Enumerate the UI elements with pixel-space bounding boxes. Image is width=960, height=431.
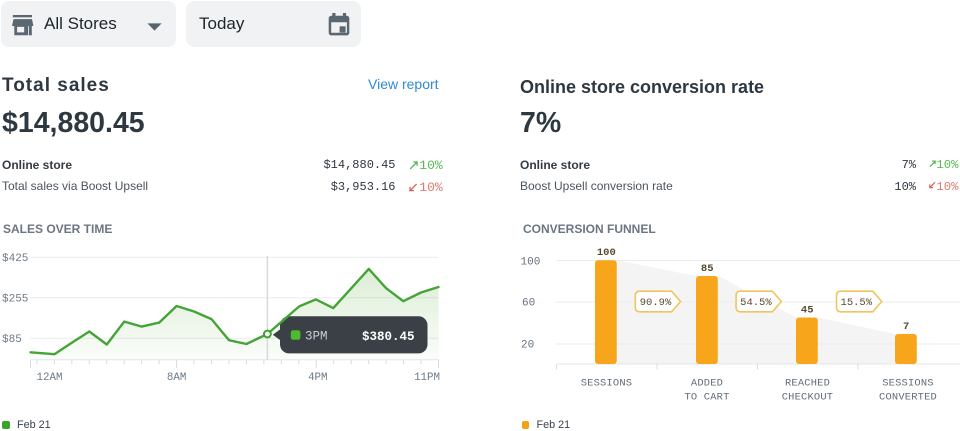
svg-text:$85: $85 [2,334,22,346]
svg-text:12AM: 12AM [37,372,63,384]
svg-text:SESSIONS: SESSIONS [581,378,632,390]
svg-text:CHECKOUT: CHECKOUT [782,392,833,404]
svg-text:85: 85 [701,263,714,275]
svg-text:11PM: 11PM [414,372,440,384]
svg-text:7: 7 [903,321,909,333]
svg-text:$255: $255 [2,294,28,306]
svg-text:54.5%: 54.5% [740,297,772,309]
svg-text:TO CART: TO CART [684,392,729,404]
svg-text:ADDED: ADDED [691,378,723,390]
svg-text:60: 60 [522,298,535,310]
svg-text:SESSIONS: SESSIONS [882,378,933,390]
svg-text:REACHED: REACHED [785,378,830,390]
svg-text:90.9%: 90.9% [640,297,672,309]
svg-text:8AM: 8AM [167,372,186,384]
svg-text:$425: $425 [2,253,28,265]
svg-text:100: 100 [521,256,541,268]
svg-text:45: 45 [801,305,814,317]
svg-text:100: 100 [597,247,616,259]
svg-text:$380.45: $380.45 [362,330,415,344]
svg-text:CONVERTED: CONVERTED [879,392,937,404]
svg-text:3PM: 3PM [305,330,328,344]
svg-text:4PM: 4PM [308,372,327,384]
svg-text:15.5%: 15.5% [841,297,873,309]
svg-text:20: 20 [521,340,534,352]
